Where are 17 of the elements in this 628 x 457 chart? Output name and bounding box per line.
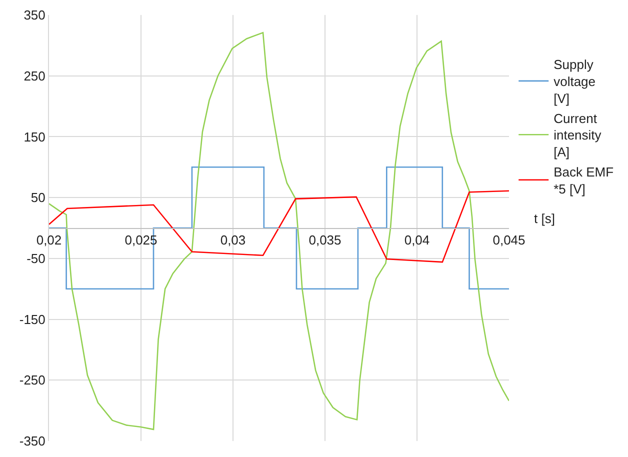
x-tick-label: 0,03 — [220, 232, 246, 248]
y-tick-label: -350 — [19, 434, 46, 449]
x-tick-label: 0,045 — [492, 232, 526, 248]
y-tick-label: 350 — [24, 8, 46, 23]
y-tick-label: -250 — [19, 372, 46, 388]
y-tick-label: -50 — [26, 250, 46, 266]
y-tick-label: -150 — [19, 312, 46, 327]
legend-label: Current intensity [A] — [554, 110, 602, 160]
y-tick-label: 50 — [30, 190, 46, 206]
y-tick-label: 250 — [24, 68, 46, 84]
x-axis-title: t [s] — [534, 211, 555, 226]
x-tick-label: 0,02 — [36, 232, 62, 248]
y-tick-label: 150 — [24, 129, 46, 144]
legend-label: Back EMF *5 [V] — [554, 164, 614, 196]
legend-label: Supply voltage [V] — [554, 57, 596, 106]
x-tick-label: 0,04 — [404, 232, 430, 248]
x-tick-label: 0,035 — [308, 232, 342, 248]
